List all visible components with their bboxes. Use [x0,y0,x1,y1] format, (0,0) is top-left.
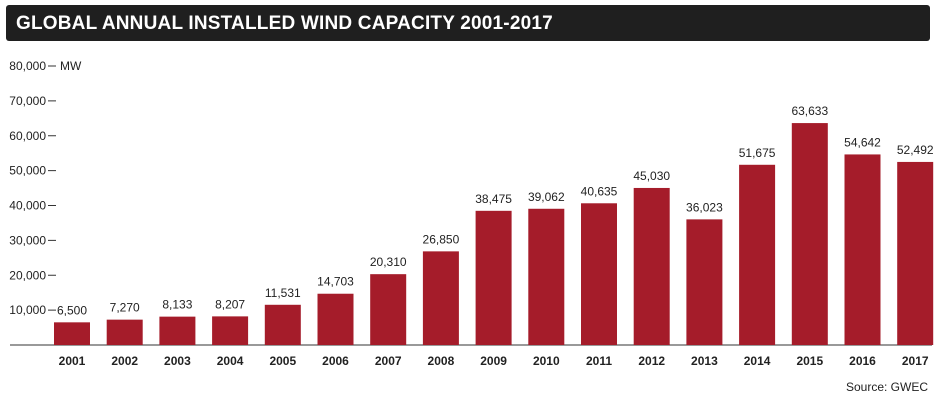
data-label: 45,030 [633,169,670,183]
bar [370,274,407,345]
bar [581,203,617,345]
x-tick-label: 2010 [533,354,560,368]
x-tick-label: 2013 [691,354,718,368]
bar [475,210,512,345]
source-note: Source: GWEC [846,380,928,394]
bar [159,316,196,345]
data-label: 63,633 [791,104,828,118]
data-label: 14,703 [317,275,354,289]
x-tick-label: 2014 [744,354,771,368]
data-label: 6,500 [57,303,87,317]
title-bar: GLOBAL ANNUAL INSTALLED WIND CAPACITY 20… [6,5,930,41]
bar [264,304,301,345]
x-tick-label: 2005 [269,354,296,368]
bar [844,154,881,345]
x-tick-label: 2011 [586,354,612,368]
x-tick-label: 2012 [638,354,665,368]
x-tick-label: 2001 [59,354,86,368]
x-tick-label: 2003 [164,354,191,368]
x-tick-label: 2015 [796,354,823,368]
data-label: 36,023 [686,200,723,214]
data-label: 54,642 [844,135,881,149]
y-tick-label: 10,000 [9,303,46,317]
y-tick-label: 70,000 [9,94,46,108]
bar [791,123,828,345]
bar [106,319,143,345]
data-label: 26,850 [423,232,460,246]
chart-title: GLOBAL ANNUAL INSTALLED WIND CAPACITY 20… [16,13,553,34]
data-label: 8,207 [215,297,245,311]
y-tick-label: 60,000 [9,129,46,143]
data-label: 38,475 [475,192,512,206]
x-tick-label: 2007 [375,354,402,368]
bar [422,251,459,345]
x-tick-label: 2017 [902,354,929,368]
data-label: 40,635 [581,184,618,198]
bar [317,293,354,345]
x-tick-label: 2008 [428,354,455,368]
data-label: 7,270 [110,301,140,315]
data-label: 8,133 [162,298,192,312]
data-label: 52,492 [897,143,934,157]
x-tick-label: 2002 [111,354,138,368]
bar [686,219,723,345]
x-tick-label: 2009 [480,354,507,368]
y-tick-label: 20,000 [9,268,46,282]
data-label: 39,062 [528,190,565,204]
y-tick-label: 80,000 [9,59,46,73]
bar [528,208,565,345]
x-tick-label: 2006 [322,354,349,368]
y-tick-label: 30,000 [9,233,46,247]
data-label: 20,310 [370,255,407,269]
bar [897,161,934,345]
bar [212,316,249,345]
data-label: 51,675 [739,146,776,160]
bar [633,187,670,345]
y-tick-label: 40,000 [9,199,46,213]
y-unit-label: MW [60,59,82,73]
y-tick-label: 50,000 [9,164,46,178]
bar [54,322,90,345]
x-tick-label: 2016 [849,354,876,368]
bar [739,164,776,345]
x-tick-label: 2004 [217,354,244,368]
data-label: 11,531 [265,286,301,300]
